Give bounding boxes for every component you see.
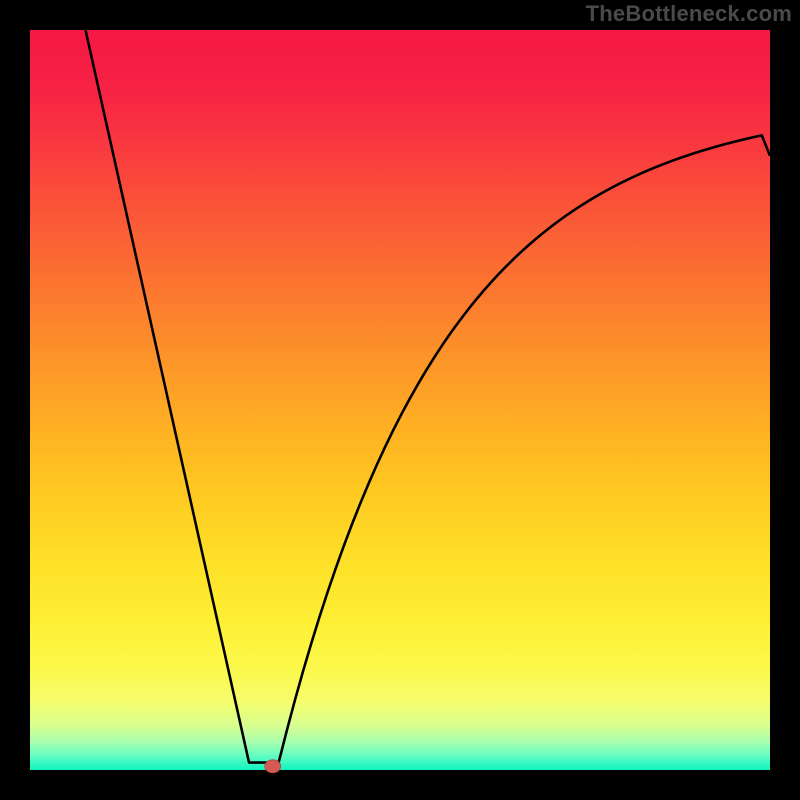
chart-svg	[0, 0, 800, 800]
optimum-marker	[265, 760, 281, 773]
watermark-text: TheBottleneck.com	[586, 1, 792, 27]
chart-stage: TheBottleneck.com	[0, 0, 800, 800]
plot-area	[30, 30, 770, 770]
